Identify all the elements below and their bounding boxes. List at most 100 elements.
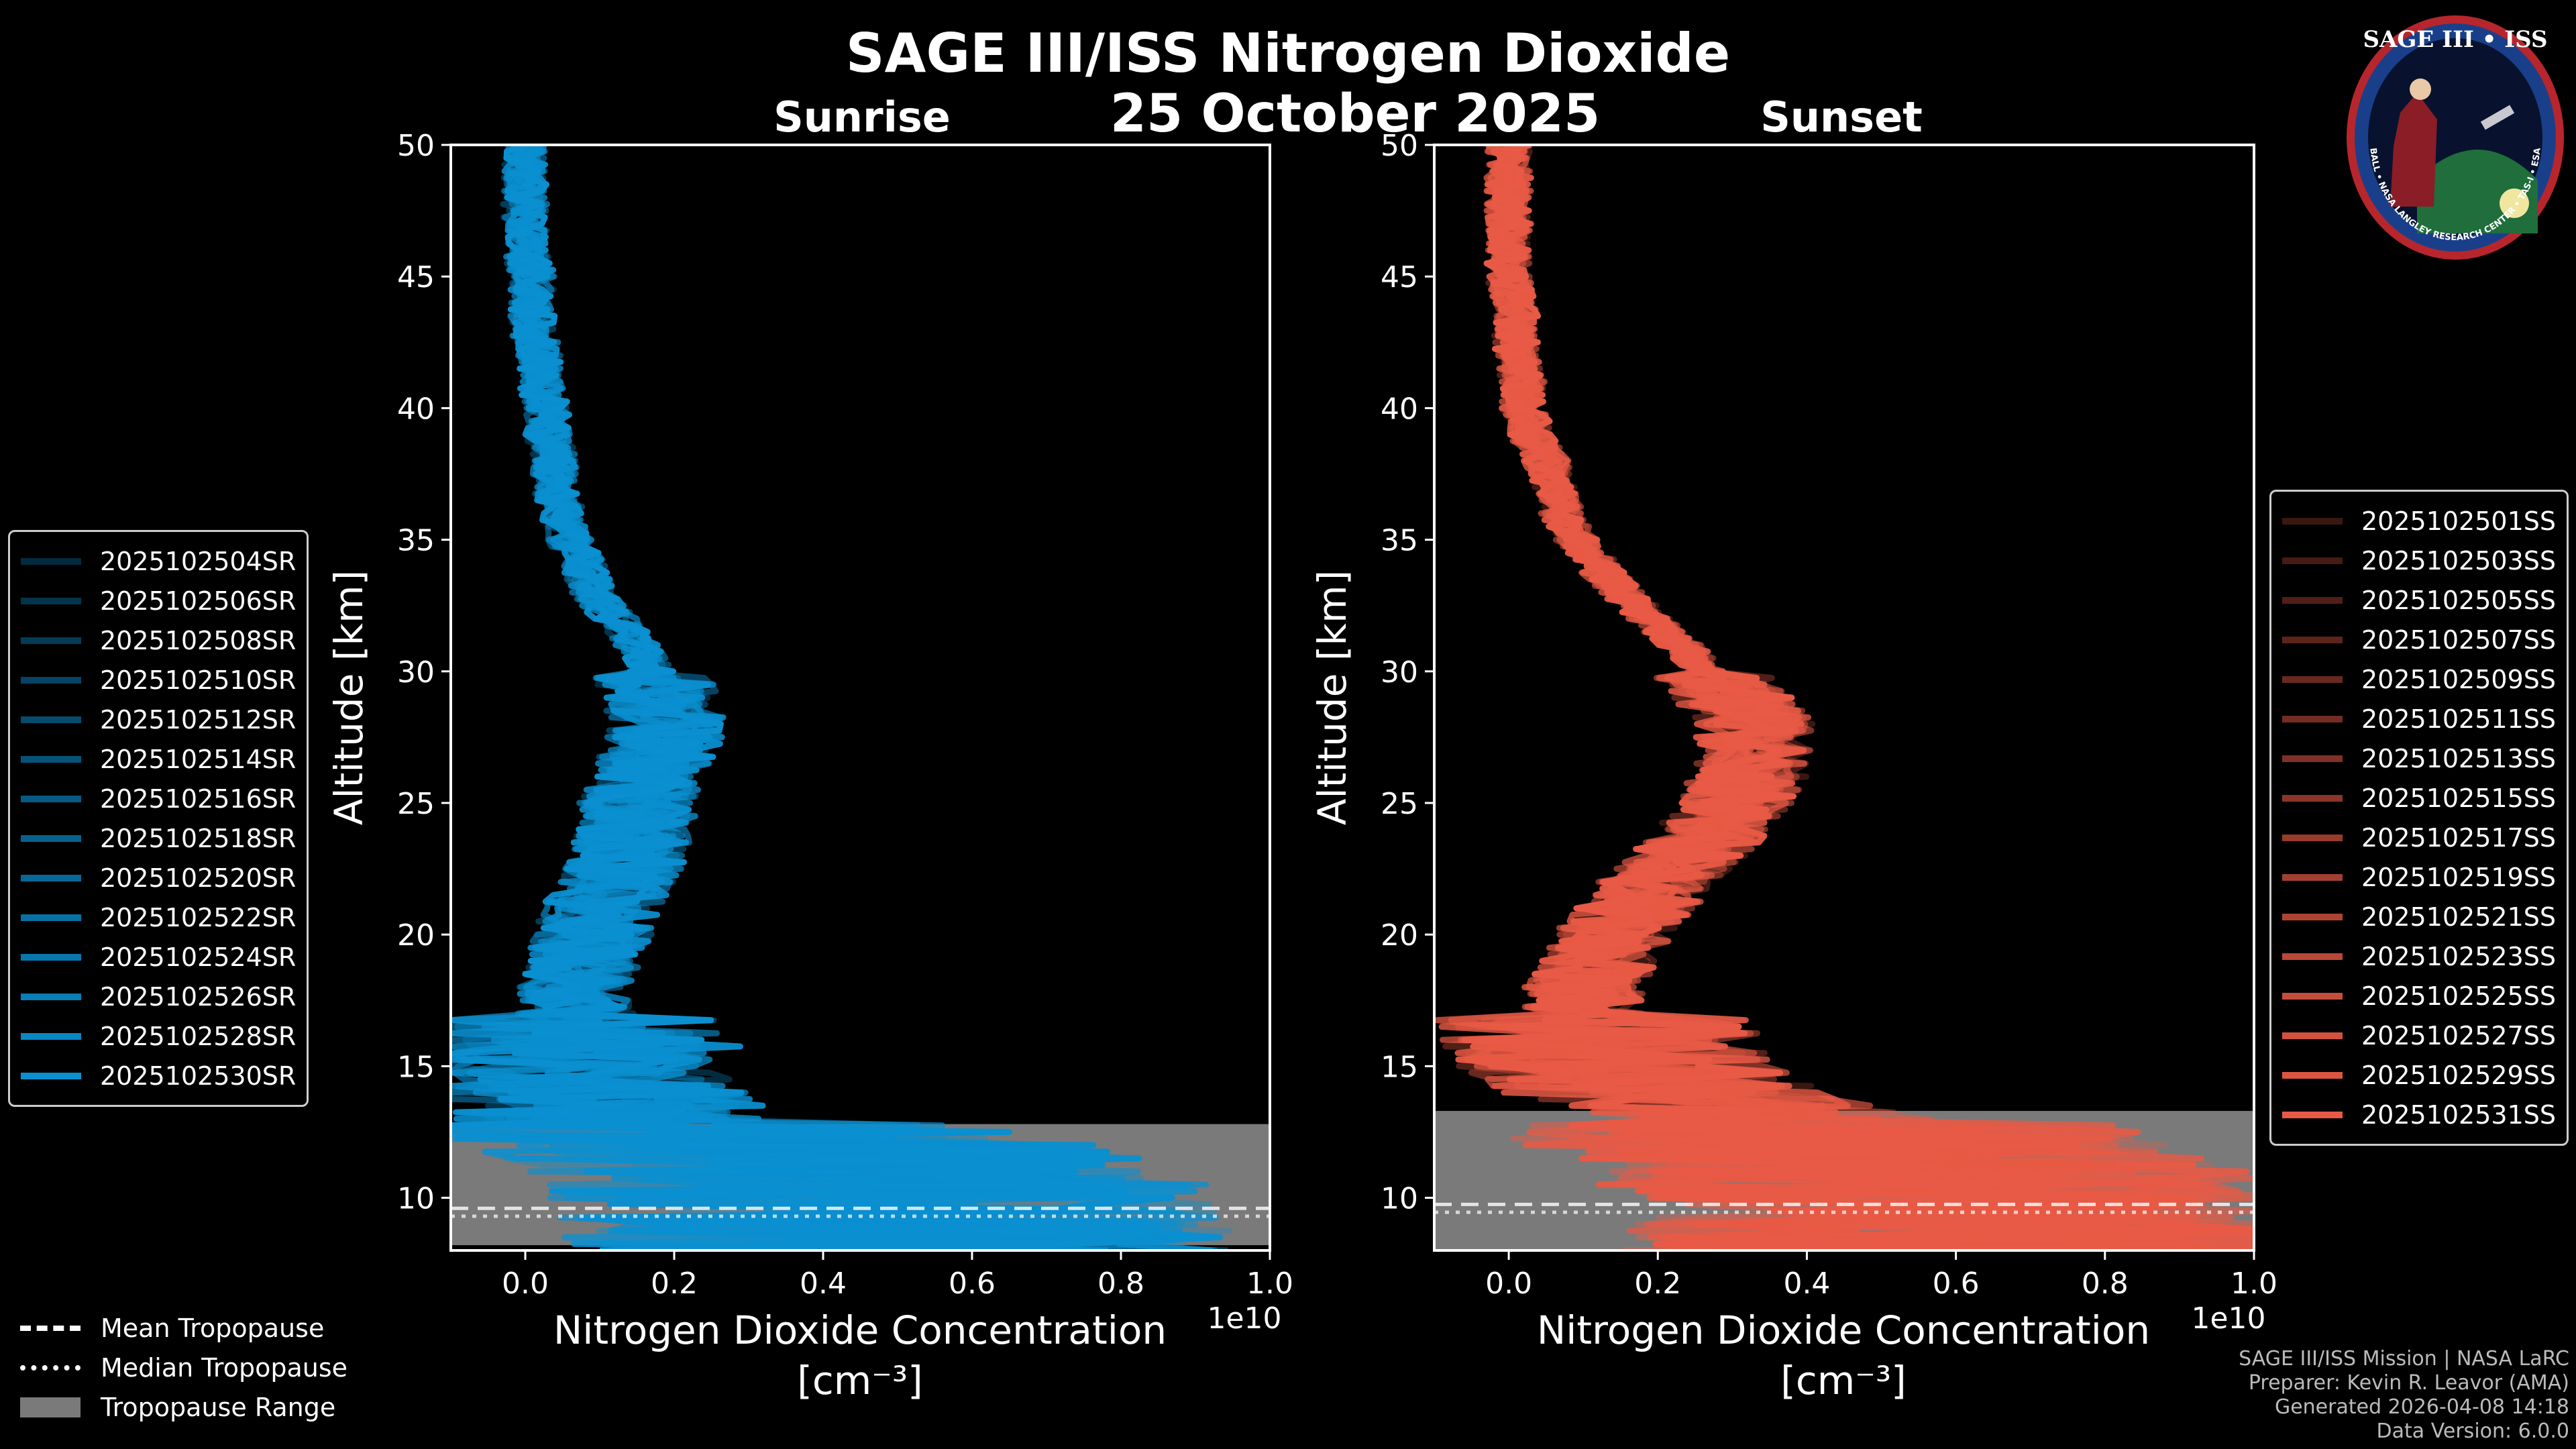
x-axis-unit: [cm⁻³] (797, 1358, 923, 1403)
legend-entry: 2025102503SS (2282, 541, 2556, 580)
profile-line-2025102527SS (1464, 145, 2254, 1250)
legend-swatch (2282, 1071, 2343, 1079)
legend-entry: 2025102510SR (21, 660, 296, 700)
legend-entry: 2025102504SR (21, 541, 296, 581)
legend-entry: 2025102505SS (2282, 580, 2556, 620)
legend-swatch (2282, 517, 2343, 525)
legend-label: 2025102508SR (100, 625, 297, 655)
y-tick-label: 45 (397, 260, 435, 294)
legend-swatch (2282, 873, 2343, 881)
sunset-legend: 2025102501SS 2025102503SS 2025102505SS 2025… (2269, 490, 2569, 1146)
legend-entry: 2025102508SR (21, 621, 296, 660)
legend-swatch (2282, 953, 2343, 960)
range-swatch (20, 1397, 80, 1417)
legend-entry: 2025102512SR (21, 700, 296, 739)
legend-entry: 2025102522SR (21, 898, 296, 937)
legend-label: 2025102503SS (2361, 545, 2557, 576)
x-tick-label: 0.4 (1783, 1267, 1830, 1301)
y-tick-label: 20 (1381, 918, 1418, 953)
legend-swatch (21, 914, 81, 921)
legend-label: 2025102514SR (100, 744, 297, 774)
legend-swatch (21, 795, 81, 802)
sun-icon (2500, 189, 2529, 218)
legend-swatch (21, 993, 81, 1000)
y-tick-label: 20 (397, 918, 435, 953)
axes-frame (1433, 144, 2255, 1252)
tropopause-legend: Mean Tropopause Median Tropopause Tropop… (20, 1308, 347, 1427)
legend-label: 2025102526SR (100, 981, 297, 1012)
y-tick-label: 15 (397, 1050, 435, 1084)
legend-entry: 2025102526SR (21, 977, 296, 1016)
legend-swatch (2282, 715, 2343, 722)
legend-label: 2025102522SR (100, 902, 297, 932)
legend-entry: 2025102501SS (2282, 501, 2556, 541)
mean-tropopause-label: Mean Tropopause (101, 1313, 325, 1343)
y-tick-label: 30 (397, 655, 435, 690)
legend-entry: 2025102513SS (2282, 739, 2556, 778)
y-tick-label: 25 (1381, 787, 1418, 821)
tropopause-range-entry: Tropopause Range (20, 1387, 347, 1427)
y-tick-label: 50 (397, 129, 435, 163)
legend-swatch (21, 874, 81, 881)
legend-swatch (2282, 676, 2343, 683)
legend-swatch (21, 755, 81, 763)
y-tick-label: 35 (1381, 524, 1418, 558)
legend-entry: 2025102514SR (21, 739, 296, 779)
legend-label: 2025102512SR (100, 704, 297, 735)
legend-entry: 2025102506SR (21, 581, 296, 621)
x-tick-label: 0.4 (800, 1267, 847, 1301)
y-axis-label: Altitude [km] (1309, 570, 1355, 825)
x-tick-label: 0.6 (949, 1267, 996, 1301)
legend-label: 2025102518SR (100, 823, 297, 853)
legend-swatch (21, 835, 81, 842)
x-tick-label: 1.0 (1246, 1267, 1293, 1301)
legend-swatch (21, 676, 81, 684)
legend-label: 2025102510SR (100, 665, 297, 695)
legend-label: 2025102515SS (2361, 783, 2557, 813)
legend-entry: 2025102521SS (2282, 897, 2556, 936)
legend-swatch (2282, 1032, 2343, 1039)
legend-label: 2025102519SS (2361, 862, 2557, 892)
legend-label: 2025102509SS (2361, 664, 2557, 694)
x-tick-label: 0.2 (1634, 1267, 1681, 1301)
y-tick-label: 15 (1381, 1050, 1418, 1084)
legend-swatch (2282, 1111, 2343, 1118)
legend-entry: 2025102518SR (21, 818, 296, 858)
x-tick-label: 0.0 (1485, 1267, 1532, 1301)
legend-entry: 2025102530SR (21, 1056, 296, 1095)
y-tick-label: 35 (397, 524, 435, 558)
x-tick-label: 1.0 (2231, 1267, 2277, 1301)
x-tick-label: 0.2 (651, 1267, 698, 1301)
y-tick-label: 45 (1381, 260, 1418, 294)
legend-label: 2025102501SS (2361, 506, 2557, 536)
profile-line-2025102530SR (451, 145, 1175, 1250)
legend-label: 2025102520SR (100, 863, 297, 893)
legend-label: 2025102528SR (100, 1021, 297, 1051)
legend-entry: 2025102529SS (2282, 1055, 2556, 1095)
y-tick-label: 10 (1381, 1182, 1418, 1216)
dotted-line-swatch (20, 1364, 80, 1371)
legend-swatch (2282, 992, 2343, 1000)
y-tick-label: 10 (397, 1182, 435, 1216)
y-axis-label: Altitude [km] (326, 570, 372, 825)
legend-swatch (21, 1032, 81, 1040)
legend-entry: 2025102520SR (21, 858, 296, 898)
legend-label: 2025102530SR (100, 1061, 297, 1091)
legend-swatch (21, 953, 81, 961)
sunset-panel-title: Sunset (1760, 93, 1923, 142)
profile-line-2025102531SS (1460, 145, 2254, 1250)
legend-entry: 2025102519SS (2282, 857, 2556, 897)
chart-date: 25 October 2025 (1110, 84, 1601, 144)
credit-line: SAGE III/ISS Mission | NASA LaRC (2239, 1347, 2569, 1371)
legend-label: 2025102517SS (2361, 822, 2557, 853)
y-tick-label: 25 (397, 787, 435, 821)
legend-entry: 2025102528SR (21, 1016, 296, 1056)
sunrise-panel-title: Sunrise (773, 93, 951, 142)
axes-frame (449, 144, 1271, 1252)
y-tick-label: 40 (1381, 392, 1418, 426)
legend-entry: 2025102509SS (2282, 659, 2556, 699)
credits: SAGE III/ISS Mission | NASA LaRC Prepare… (2239, 1347, 2569, 1444)
legend-label: 2025102504SR (100, 546, 297, 576)
legend-label: 2025102524SR (100, 942, 297, 972)
